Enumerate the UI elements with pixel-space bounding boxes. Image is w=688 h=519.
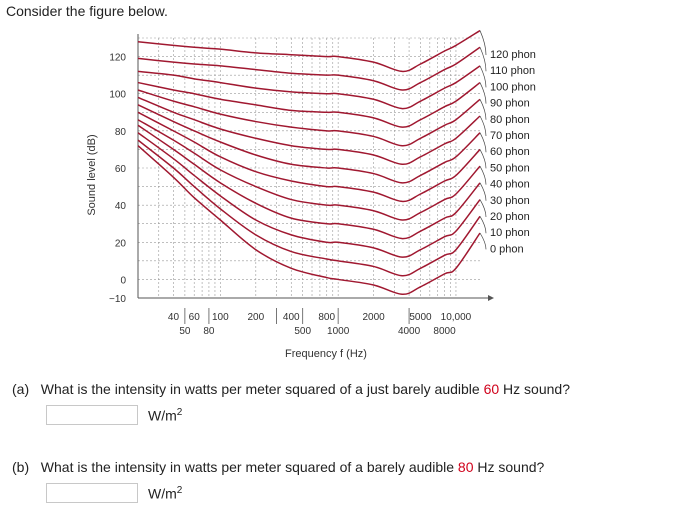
x-tick-label-upper: 5000 bbox=[409, 312, 432, 323]
x-tick-label-upper: 400 bbox=[283, 312, 300, 323]
legend-label: 20 phon bbox=[490, 211, 530, 223]
legend-leader bbox=[479, 149, 487, 169]
chart-grid bbox=[137, 37, 480, 299]
question-b-text-after: Hz sound? bbox=[473, 459, 545, 475]
answer-row-b: W/m2 bbox=[46, 483, 182, 503]
equal-loudness-chart: 120 phon 110 phon 100 phon 90 phon 80 phon 70… bbox=[86, 29, 536, 360]
legend-label: 60 phon bbox=[490, 146, 530, 158]
question-a-label: (a) bbox=[12, 381, 30, 397]
legend-leader bbox=[479, 30, 487, 56]
y-tick-label: 60 bbox=[115, 164, 127, 175]
x-tick-label-upper: 40 bbox=[168, 312, 180, 323]
question-b-label: (b) bbox=[12, 459, 30, 475]
y-tick-label: 80 bbox=[115, 127, 127, 138]
phon-curve-20 bbox=[137, 132, 481, 258]
y-tick-label: 120 bbox=[109, 53, 126, 64]
chart-curves bbox=[137, 29, 481, 296]
x-tick-label-lower: 50 bbox=[179, 326, 191, 337]
question-b: (b) What is the intensity in watts per m… bbox=[12, 459, 544, 475]
question-a-text-before: What is the intensity in watts per meter… bbox=[40, 381, 484, 397]
phon-curve-80 bbox=[137, 89, 481, 147]
legend-label: 80 phon bbox=[490, 114, 530, 126]
legend-label: 90 phon bbox=[490, 98, 530, 110]
phon-curve-50 bbox=[137, 111, 481, 203]
legend-leader bbox=[479, 232, 487, 250]
y-tick-label: −10 bbox=[109, 294, 126, 305]
legend-leader bbox=[479, 216, 487, 234]
x-tick-label-upper: 10,000 bbox=[441, 312, 472, 323]
legend-leader bbox=[479, 115, 487, 137]
unit-b-base: W/m bbox=[148, 485, 177, 502]
unit-a-exponent: 2 bbox=[176, 406, 183, 418]
answer-input-a[interactable] bbox=[46, 405, 138, 425]
y-tick-label: 100 bbox=[109, 90, 126, 101]
legend-label: 10 phon bbox=[490, 227, 530, 239]
unit-b-exponent: 2 bbox=[176, 484, 183, 496]
answer-row-a: W/m2 bbox=[46, 405, 182, 425]
phon-curve-40 bbox=[137, 119, 481, 221]
unit-b: W/m2 bbox=[148, 485, 182, 502]
phon-curve-60 bbox=[137, 104, 481, 184]
chart-legend: 120 phon 110 phon 100 phon 90 phon 80 phon 70… bbox=[479, 30, 536, 255]
x-tick-label-lower: 500 bbox=[294, 326, 311, 337]
legend-label: 70 phon bbox=[490, 130, 530, 142]
y-tick-label: 0 bbox=[120, 275, 126, 286]
phon-curve-100 bbox=[137, 65, 481, 110]
legend-label: 0 phon bbox=[490, 243, 524, 255]
phon-curve-0 bbox=[137, 145, 481, 296]
legend-leader bbox=[479, 47, 487, 72]
y-tick-label: 20 bbox=[115, 238, 127, 249]
phon-curve-70 bbox=[137, 96, 481, 166]
x-tick-label-lower: 8000 bbox=[433, 326, 456, 337]
legend-leader bbox=[479, 99, 487, 120]
y-axis-label: Sound level (dB) bbox=[86, 134, 98, 215]
intro-text: Consider the figure below. bbox=[6, 3, 168, 19]
question-b-text-before: What is the intensity in watts per meter… bbox=[40, 459, 458, 475]
x-tick-label-lower: 1000 bbox=[327, 326, 350, 337]
legend-label: 30 phon bbox=[490, 195, 530, 207]
legend-label: 100 phon bbox=[490, 81, 536, 93]
y-tick-label: 40 bbox=[115, 201, 127, 212]
x-tick-label-lower: 4000 bbox=[398, 326, 421, 337]
x-tick-label-upper: 200 bbox=[247, 312, 264, 323]
legend-leader bbox=[479, 132, 487, 153]
phon-curve-110 bbox=[137, 46, 481, 91]
legend-label: 120 phon bbox=[490, 49, 536, 61]
legend-label: 110 phon bbox=[490, 65, 535, 77]
question-a: (a) What is the intensity in watts per m… bbox=[12, 381, 570, 397]
legend-leader bbox=[479, 165, 487, 185]
question-a-text-after: Hz sound? bbox=[499, 381, 570, 397]
question-a-highlight: 60 bbox=[483, 381, 500, 397]
legend-label: 50 phon bbox=[490, 162, 530, 174]
phon-curve-90 bbox=[137, 81, 481, 128]
unit-a-base: W/m bbox=[148, 407, 177, 424]
x-tick-label-upper: 60 bbox=[189, 312, 201, 323]
chart-axes bbox=[137, 34, 494, 301]
x-tick-label-upper: 800 bbox=[318, 312, 335, 323]
legend-leader bbox=[479, 199, 487, 218]
legend-label: 40 phon bbox=[490, 179, 530, 191]
phon-curve-120 bbox=[137, 29, 481, 73]
x-tick-label-upper: 100 bbox=[212, 312, 229, 323]
x-tick-label-upper: 2000 bbox=[362, 312, 385, 323]
legend-leader bbox=[479, 182, 487, 201]
x-tick-label-lower: 80 bbox=[203, 326, 215, 337]
phon-curve-10 bbox=[137, 139, 481, 277]
legend-leader bbox=[479, 65, 487, 88]
legend-leader bbox=[479, 82, 487, 104]
answer-input-b[interactable] bbox=[46, 483, 138, 503]
phon-curve-30 bbox=[137, 124, 481, 240]
question-b-highlight: 80 bbox=[457, 459, 474, 475]
x-axis-arrow bbox=[488, 295, 494, 301]
x-axis-label: Frequency f (Hz) bbox=[285, 348, 367, 360]
unit-a: W/m2 bbox=[148, 407, 182, 424]
